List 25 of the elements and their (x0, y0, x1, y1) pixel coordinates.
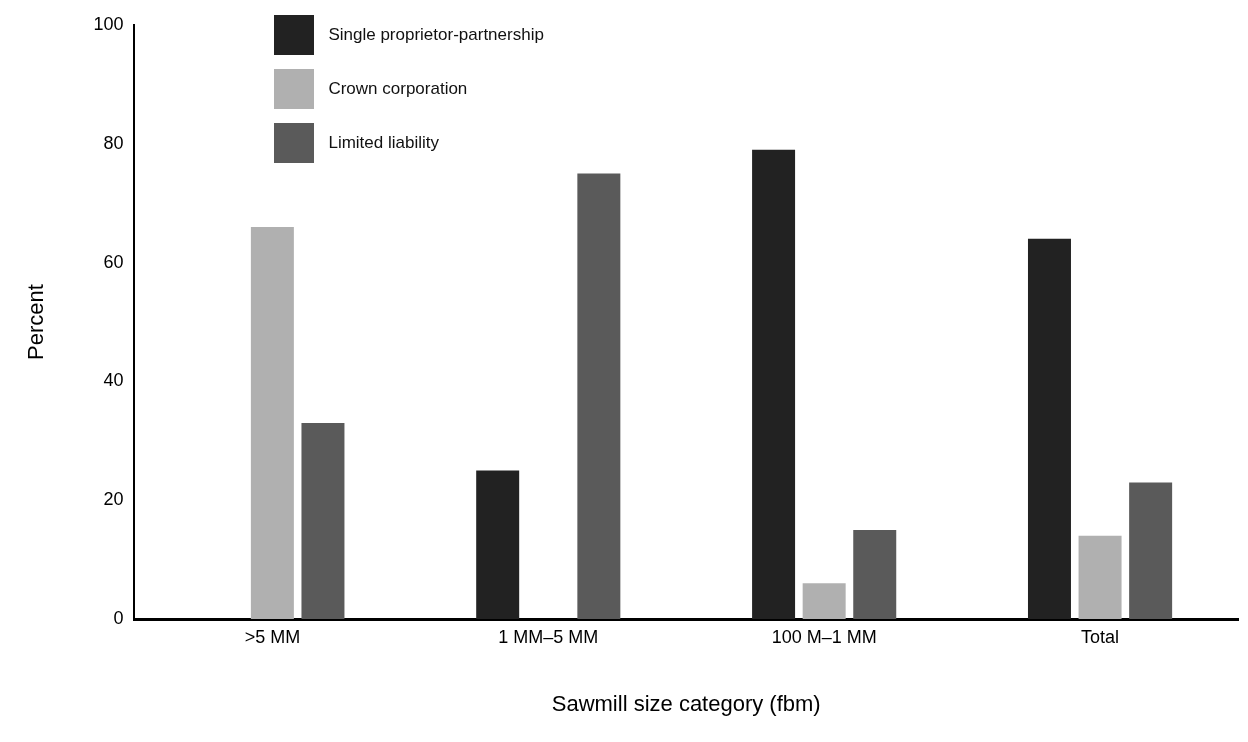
y-axis-title: Percent (23, 284, 49, 360)
x-axis-title: Sawmill size category (fbm) (551, 690, 821, 716)
bar (802, 583, 846, 619)
x-tick-label: Total (1081, 626, 1120, 647)
bar (752, 149, 796, 619)
legend-label: Crown corporation (328, 79, 468, 99)
y-tick-label: 60 (103, 251, 124, 272)
legend-label: Single proprietor-partnership (328, 25, 544, 45)
x-tick-label: 1 MM–5 MM (498, 626, 599, 647)
bar (853, 529, 897, 619)
bar (1129, 482, 1173, 619)
y-tick-label: 0 (113, 607, 124, 628)
y-tick-label: 20 (103, 489, 124, 510)
bar (1027, 238, 1071, 619)
x-tick-label: >5 MM (244, 626, 301, 647)
bar (1078, 535, 1122, 619)
bar (301, 422, 345, 619)
bar (577, 173, 621, 619)
y-tick-label: 100 (93, 13, 124, 34)
y-tick-label: 40 (103, 370, 124, 391)
x-tick-label: 100 M–1 MM (771, 626, 877, 647)
legend-label: Limited liability (328, 133, 439, 153)
bar (476, 470, 520, 619)
y-tick-label: 80 (103, 132, 124, 153)
bar (250, 226, 294, 619)
